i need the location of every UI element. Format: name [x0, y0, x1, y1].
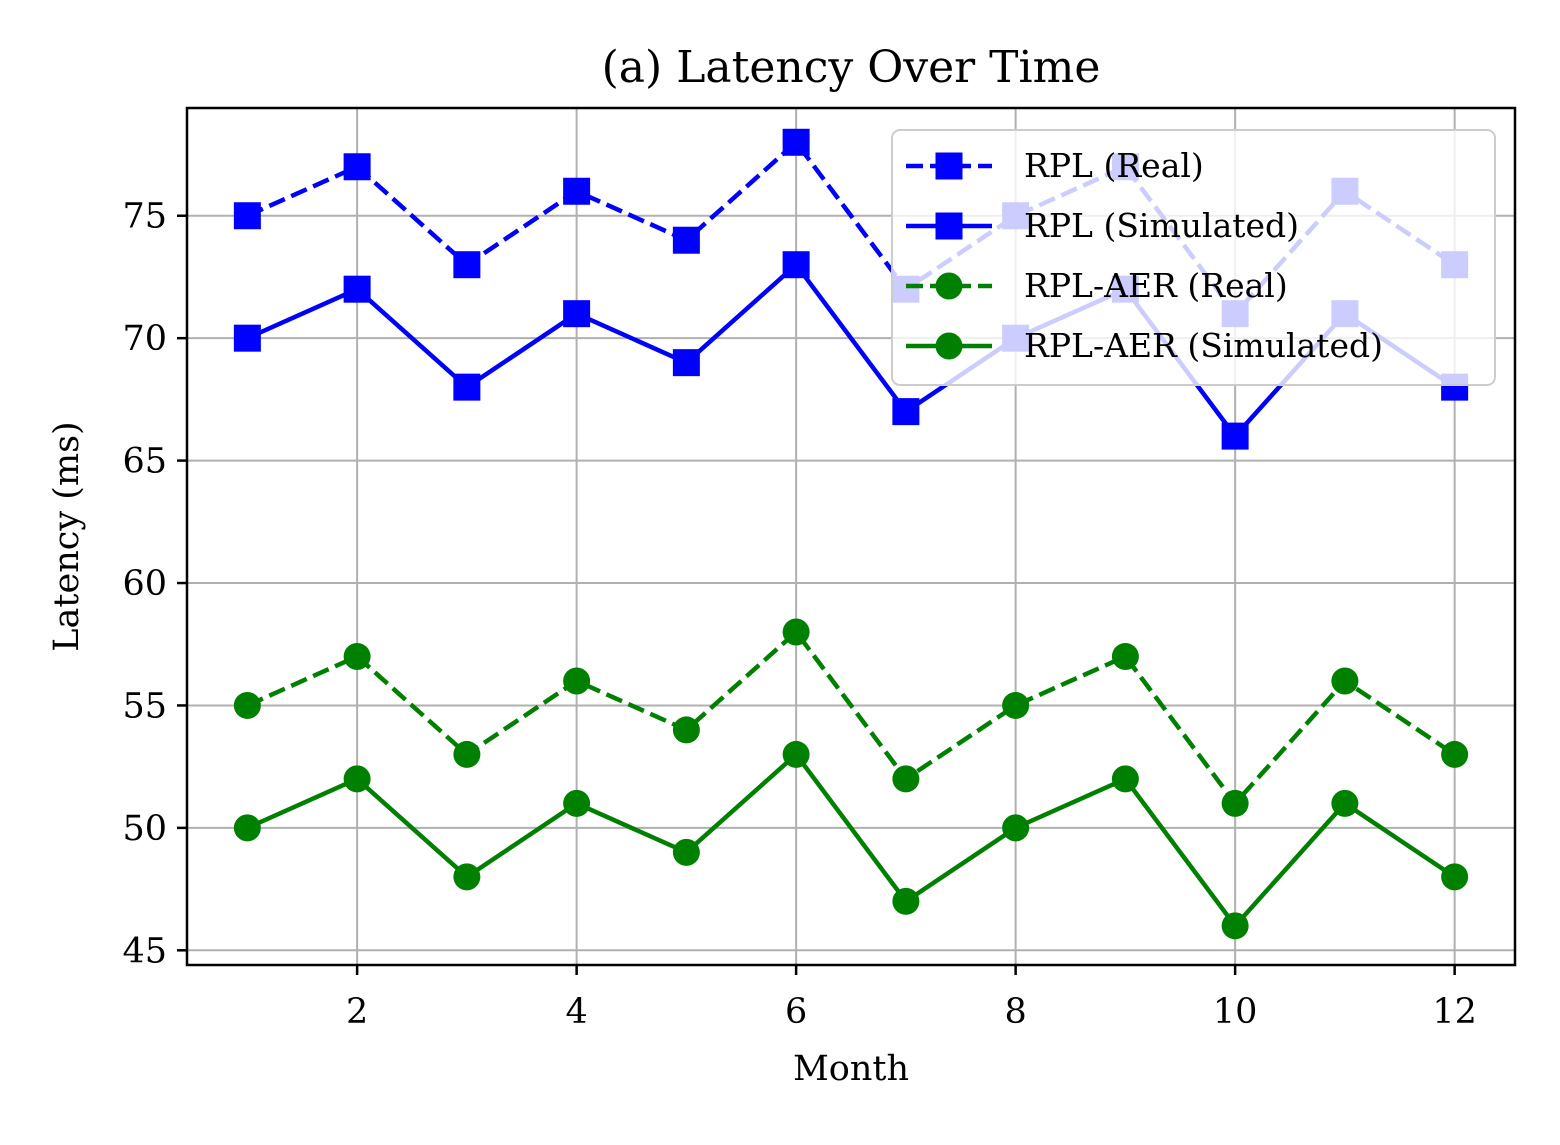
data-point [1441, 863, 1469, 891]
data-point [782, 618, 810, 646]
series-line [246, 752, 1456, 929]
legend-marker [935, 272, 963, 300]
legend-label: RPL-AER (Real) [1024, 266, 1288, 305]
data-point [233, 691, 261, 719]
x-axis-label: Month [793, 1049, 909, 1089]
x-tick-label: 4 [565, 992, 587, 1032]
data-point [453, 251, 481, 279]
data-point [563, 789, 591, 817]
data-point [672, 716, 700, 744]
y-tick-label: 65 [122, 442, 167, 482]
data-point [1221, 422, 1249, 450]
y-tick-label: 60 [122, 564, 167, 604]
x-axis-ticks: 2 4 6 8 10 12 [346, 965, 1477, 1032]
data-point [1002, 691, 1030, 719]
data-point [233, 324, 261, 352]
data-point [782, 128, 810, 156]
series-line [246, 262, 1456, 439]
data-point [563, 667, 591, 695]
y-tick-label: 55 [122, 686, 167, 726]
legend-marker [935, 212, 963, 240]
x-tick-label: 12 [1432, 992, 1477, 1032]
data-point [672, 226, 700, 254]
data-point [1441, 740, 1469, 768]
data-point [343, 153, 371, 181]
legend-label: RPL-AER (Simulated) [1024, 326, 1383, 365]
legend-entry: RPL (Real) [906, 146, 1204, 185]
chart-title: (a) Latency Over Time [602, 42, 1101, 93]
legend-label: RPL (Simulated) [1024, 206, 1299, 245]
legend-marker [935, 152, 963, 180]
data-point [1221, 789, 1249, 817]
data-point [453, 373, 481, 401]
series-group [233, 128, 1469, 940]
grid [187, 108, 1515, 965]
y-tick-label: 50 [122, 809, 167, 849]
data-point [233, 814, 261, 842]
y-axis-label: Latency (ms) [47, 421, 87, 651]
legend-label: RPL (Real) [1024, 146, 1204, 185]
data-point [343, 765, 371, 793]
data-point [782, 740, 810, 768]
data-point [1002, 814, 1030, 842]
y-tick-label: 45 [122, 931, 167, 971]
data-point [672, 349, 700, 377]
data-point [1221, 912, 1249, 940]
data-point [1111, 765, 1139, 793]
legend-entry: RPL-AER (Simulated) [906, 326, 1383, 365]
data-point [892, 887, 920, 915]
x-tick-label: 8 [1004, 992, 1026, 1032]
data-point [1331, 789, 1359, 817]
data-point [782, 251, 810, 279]
x-tick-label: 2 [346, 992, 368, 1032]
legend: RPL (Real) RPL (Simulated) RPL-AER (Real) R… [891, 129, 1496, 386]
data-point [563, 300, 591, 328]
data-point [453, 863, 481, 891]
y-tick-label: 70 [122, 319, 167, 359]
data-point [343, 642, 371, 670]
y-tick-label: 75 [122, 197, 167, 237]
series-line [246, 629, 1456, 806]
x-tick-label: 6 [785, 992, 807, 1032]
data-point [233, 202, 261, 230]
data-point [892, 765, 920, 793]
data-point [563, 177, 591, 205]
legend-entry: RPL (Simulated) [906, 206, 1299, 245]
data-point [892, 398, 920, 426]
data-point [1111, 642, 1139, 670]
legend-entry: RPL-AER (Real) [906, 266, 1288, 305]
plot-frame [185, 106, 1517, 967]
legend-marker [935, 332, 963, 360]
x-tick-label: 10 [1213, 992, 1258, 1032]
legend-box [891, 129, 1496, 386]
data-point [672, 838, 700, 866]
series-rpl-aer-simulated [233, 740, 1469, 940]
data-point [453, 740, 481, 768]
data-point [343, 275, 371, 303]
y-axis-ticks: 45 50 55 60 65 70 75 [122, 197, 187, 971]
series-line [246, 140, 1456, 316]
data-point [1331, 667, 1359, 695]
series-rpl-aer-real [233, 618, 1469, 817]
